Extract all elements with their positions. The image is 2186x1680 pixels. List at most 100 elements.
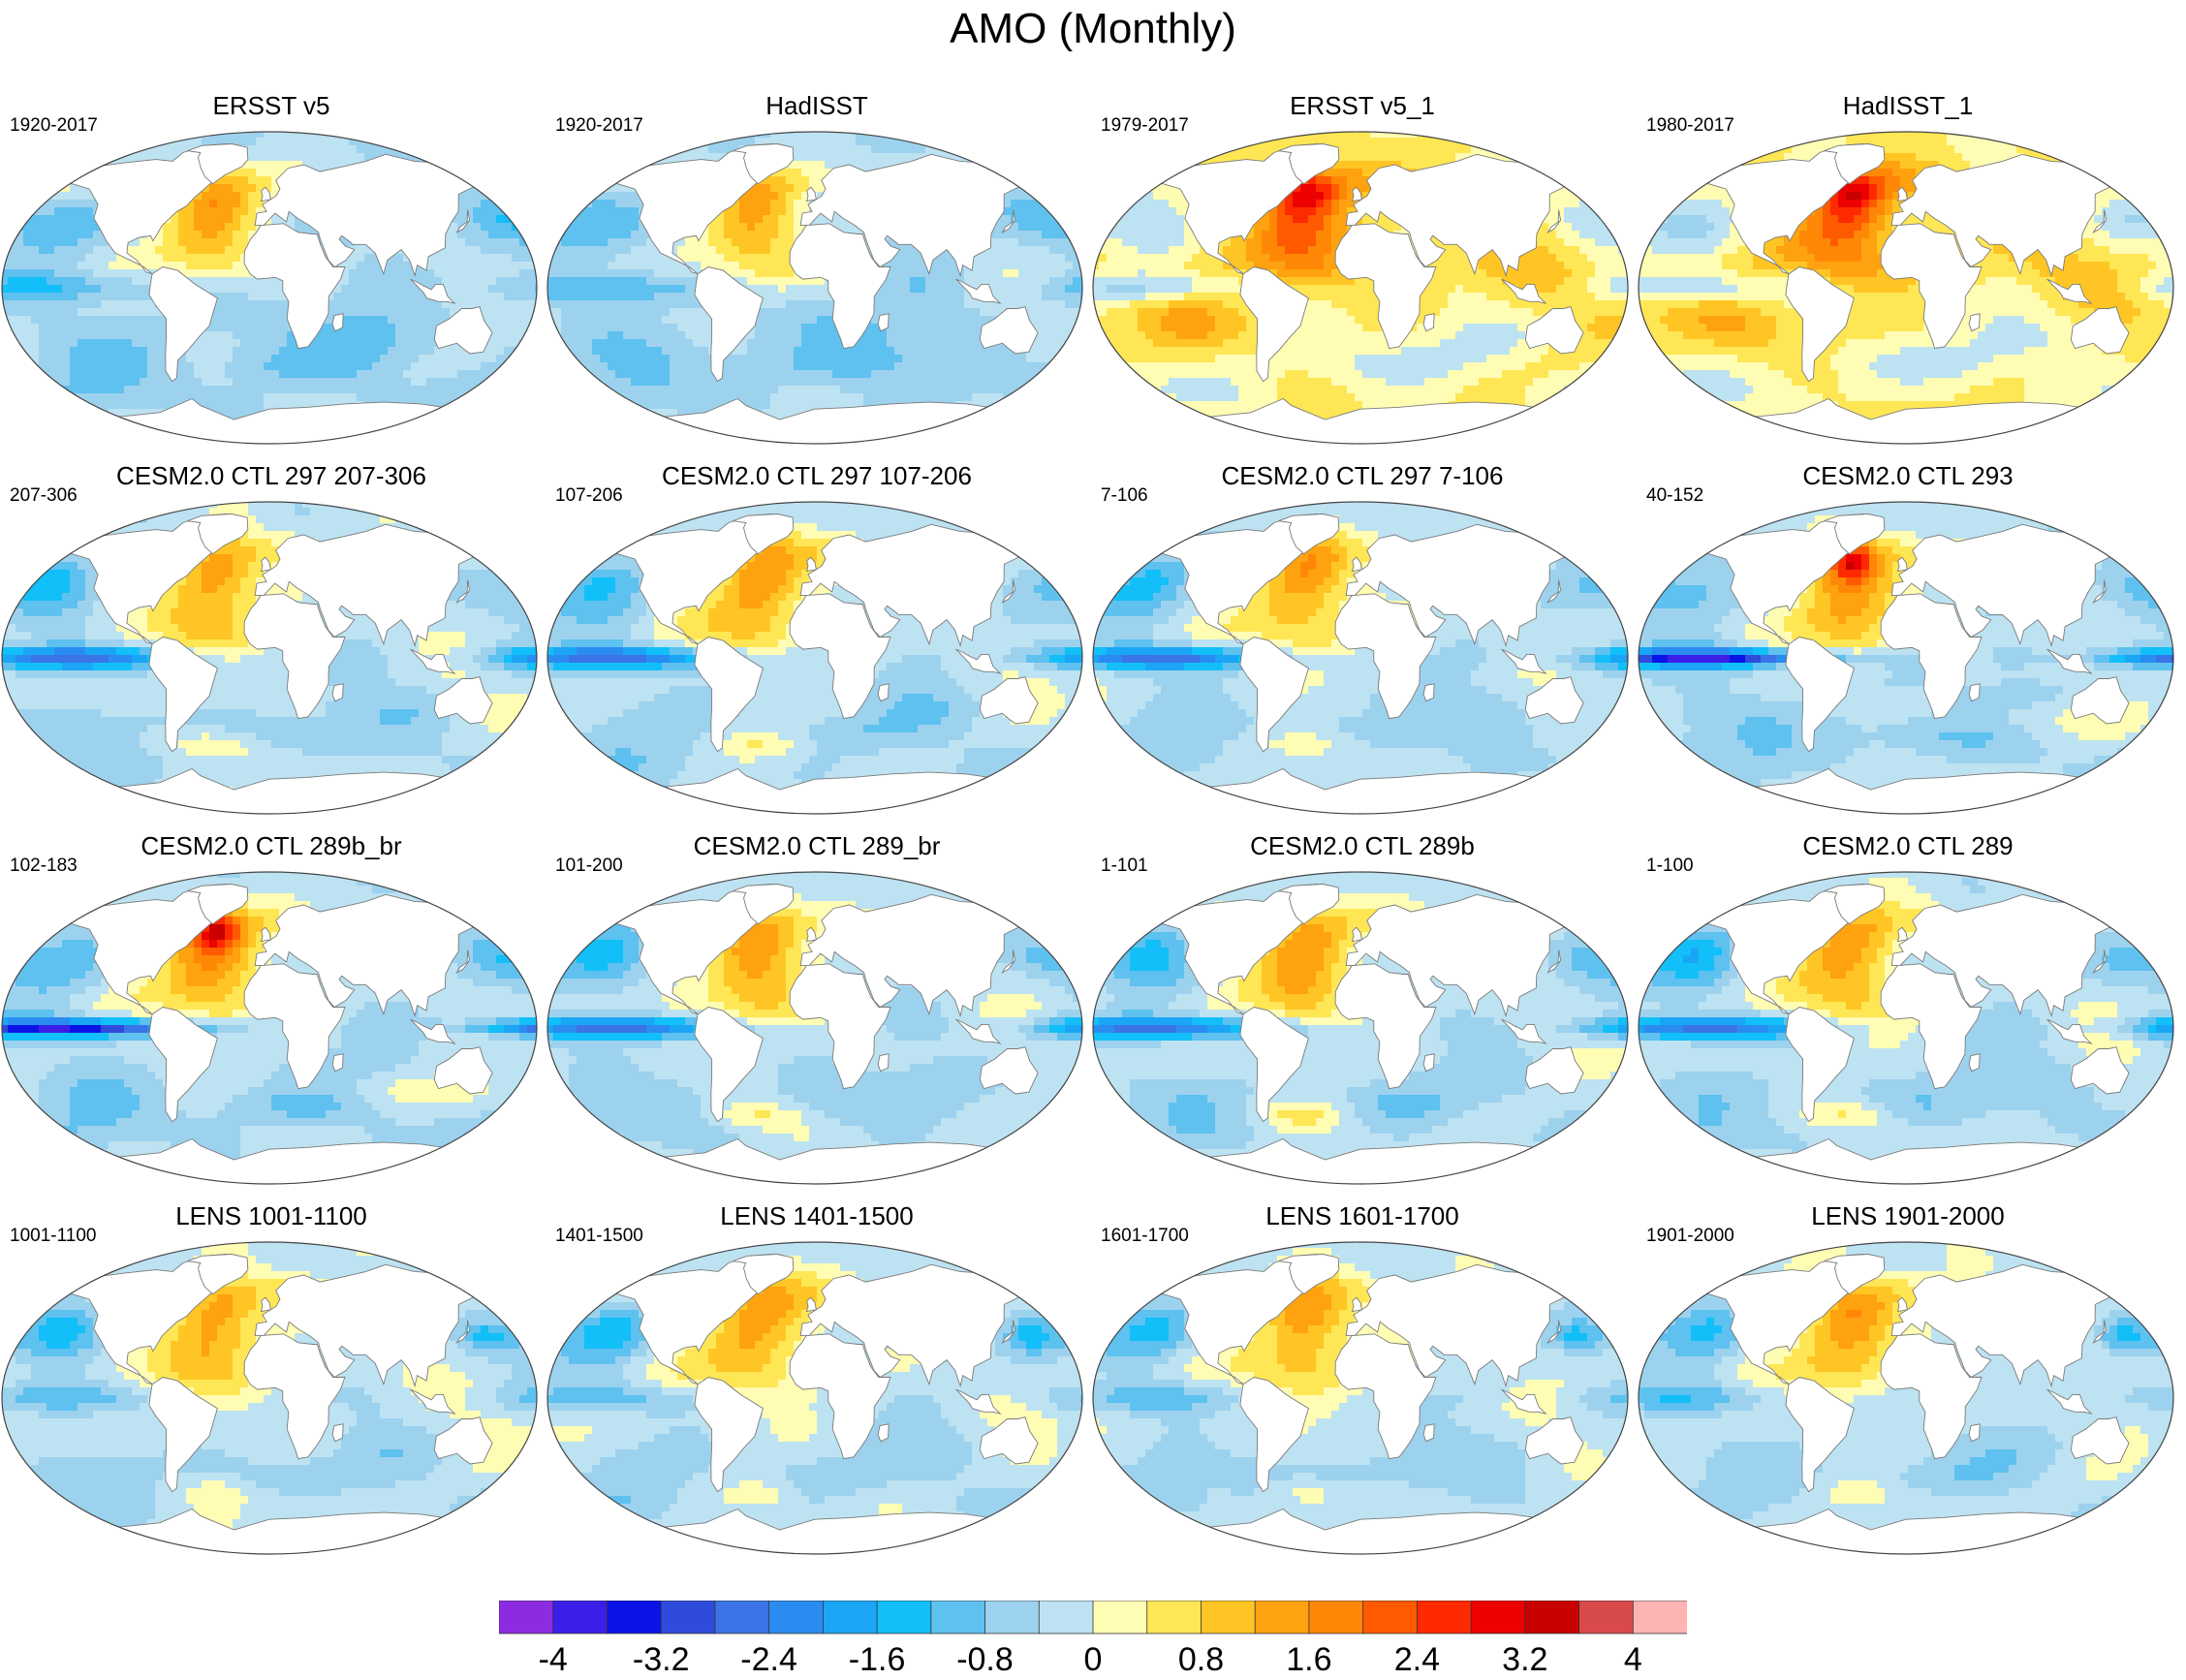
- anomaly-cell: [39, 386, 47, 394]
- anomaly-cell: [124, 153, 133, 162]
- anomaly-cell: [209, 277, 218, 286]
- anomaly-cell: [527, 153, 536, 162]
- anomaly-cell: [535, 424, 537, 433]
- anomaly-cell: [395, 262, 404, 270]
- anomaly-cell: [801, 331, 810, 340]
- anomaly-cell: [47, 254, 55, 263]
- anomaly-cell: [1049, 145, 1058, 154]
- anomaly-cell: [786, 207, 795, 216]
- anomaly-cell: [863, 355, 872, 363]
- anomaly-cell: [902, 277, 911, 286]
- anomaly-cell: [85, 132, 94, 139]
- anomaly-cell: [8, 386, 16, 394]
- anomaly-cell: [504, 324, 513, 332]
- anomaly-cell: [225, 238, 234, 247]
- anomaly-cell: [155, 339, 164, 348]
- anomaly-cell: [473, 440, 482, 444]
- anomaly-cell: [535, 161, 537, 170]
- anomaly-cell: [411, 293, 420, 301]
- anomaly-cell: [411, 308, 420, 317]
- anomaly-cell: [639, 293, 647, 301]
- anomaly-cell: [670, 269, 678, 278]
- anomaly-cell: [155, 254, 164, 263]
- anomaly-cell: [763, 262, 771, 270]
- anomaly-cell: [527, 393, 536, 402]
- anomaly-cell: [770, 184, 779, 193]
- anomaly-cell: [527, 246, 536, 255]
- anomaly-cell: [1042, 293, 1050, 301]
- anomaly-cell: [1003, 347, 1012, 356]
- anomaly-cell: [442, 138, 451, 146]
- anomaly-cell: [925, 145, 934, 154]
- anomaly-cell: [465, 254, 474, 263]
- anomaly-cell: [2, 440, 9, 444]
- anomaly-cell: [504, 132, 513, 139]
- anomaly-cell: [357, 378, 365, 387]
- anomaly-cell: [535, 308, 537, 317]
- anomaly-cell: [584, 161, 593, 170]
- anomaly-cell: [879, 293, 888, 301]
- anomaly-cell: [8, 424, 16, 433]
- anomaly-cell: [1065, 161, 1074, 170]
- anomaly-cell: [78, 393, 86, 402]
- anomaly-cell: [1049, 200, 1058, 208]
- anomaly-cell: [93, 153, 102, 162]
- anomaly-cell: [101, 262, 109, 270]
- anomaly-cell: [654, 254, 663, 263]
- anomaly-cell: [279, 378, 288, 387]
- anomaly-cell: [956, 145, 965, 154]
- anomaly-cell: [465, 440, 474, 444]
- anomaly-cell: [527, 215, 536, 224]
- anomaly-cell: [341, 370, 350, 379]
- anomaly-cell: [93, 238, 102, 247]
- anomaly-cell: [233, 293, 241, 301]
- anomaly-cell: [1003, 269, 1012, 278]
- anomaly-cell: [561, 184, 570, 193]
- anomaly-cell: [341, 347, 350, 356]
- anomaly-cell: [395, 316, 404, 325]
- anomaly-cell: [380, 308, 389, 317]
- anomaly-cell: [1018, 145, 1027, 154]
- anomaly-cell: [62, 285, 71, 294]
- anomaly-cell: [341, 277, 350, 286]
- anomaly-cell: [592, 316, 601, 325]
- anomaly-cell: [31, 339, 40, 348]
- anomaly-cell: [481, 238, 489, 247]
- anomaly-cell: [488, 169, 497, 177]
- anomaly-cell: [380, 339, 389, 348]
- anomaly-cell: [569, 200, 578, 208]
- anomaly-cell: [124, 432, 133, 441]
- anomaly-cell: [794, 316, 802, 325]
- anomaly-cell: [388, 300, 396, 309]
- anomaly-cell: [364, 331, 373, 340]
- anomaly-cell: [623, 277, 632, 286]
- anomaly-cell: [519, 277, 528, 286]
- anomaly-cell: [584, 285, 593, 294]
- anomaly-cell: [871, 300, 880, 309]
- anomaly-cell: [85, 161, 94, 170]
- anomaly-cell: [248, 153, 257, 162]
- anomaly-cell: [233, 262, 241, 270]
- anomaly-cell: [8, 308, 16, 317]
- anomaly-cell: [747, 285, 756, 294]
- anomaly-cell: [770, 308, 779, 317]
- anomaly-cell: [155, 231, 164, 239]
- anomaly-cell: [1042, 262, 1050, 270]
- anomaly-cell: [569, 153, 578, 162]
- anomaly-cell: [535, 215, 537, 224]
- anomaly-cell: [70, 386, 78, 394]
- anomaly-cell: [755, 339, 764, 348]
- anomaly-cell: [450, 153, 458, 162]
- anomaly-cell: [608, 138, 616, 146]
- anomaly-cell: [670, 347, 678, 356]
- anomaly-cell: [457, 378, 466, 387]
- anomaly-cell: [535, 417, 537, 425]
- anomaly-cell: [395, 300, 404, 309]
- anomaly-cell: [457, 269, 466, 278]
- anomaly-cell: [403, 331, 412, 340]
- anomaly-cell: [140, 153, 148, 162]
- anomaly-cell: [419, 145, 427, 154]
- anomaly-cell: [310, 145, 319, 154]
- anomaly-cell: [318, 324, 327, 332]
- anomaly-cell: [8, 347, 16, 356]
